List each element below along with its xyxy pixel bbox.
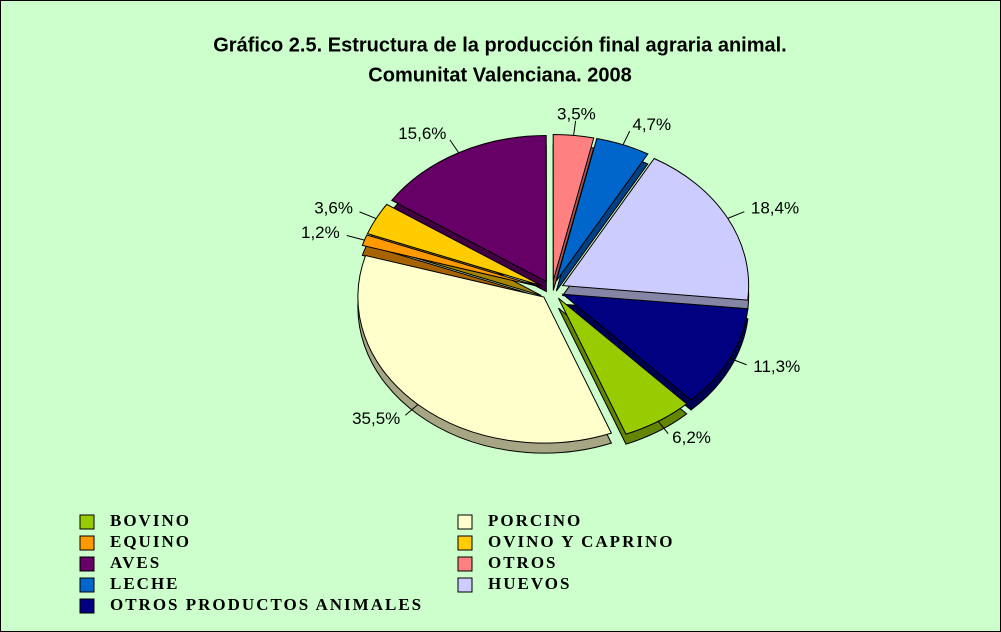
- leader-line: [729, 357, 747, 366]
- pie-slice: [555, 137, 649, 282]
- data-label: 18,4%: [751, 198, 799, 217]
- slice-shade: [362, 244, 541, 297]
- legend-label: HUEVOS: [488, 574, 571, 593]
- data-label: 15,6%: [398, 124, 446, 143]
- legend-label: BOVINO: [110, 511, 191, 530]
- legend-swatch: [457, 535, 473, 551]
- legend-swatch: [79, 535, 95, 551]
- leader-line: [657, 421, 669, 434]
- chart-subtitle: Comunitat Valenciana. 2008: [368, 64, 631, 86]
- legend-swatch: [457, 577, 473, 593]
- legend-label: PORCINO: [488, 511, 582, 530]
- legend-swatch: [457, 556, 473, 572]
- legend-swatch: [79, 514, 95, 530]
- data-label: 4,7%: [632, 115, 671, 134]
- data-label: 3,5%: [557, 104, 596, 123]
- legend-label: OVINO Y CAPRINO: [488, 532, 674, 551]
- pie-slice: [561, 157, 750, 301]
- data-label: 35,5%: [352, 409, 400, 428]
- legend-label: OTROS PRODUCTOS ANIMALES: [110, 595, 423, 614]
- leader-line: [727, 211, 745, 219]
- leader-line: [359, 211, 377, 220]
- chart-title: Gráfico 2.5. Estructura de la producción…: [213, 34, 787, 56]
- leader-line: [622, 130, 631, 145]
- data-label: 11,3%: [753, 357, 800, 376]
- legend-label: EQUINO: [110, 532, 191, 551]
- legend-swatch: [79, 556, 95, 572]
- legend-label: OTROS: [488, 553, 558, 572]
- data-label: 3,6%: [314, 199, 353, 218]
- pie-slice: [557, 297, 688, 435]
- data-label: 1,2%: [301, 223, 340, 242]
- leader-line: [573, 120, 577, 136]
- leader-line: [449, 139, 460, 154]
- data-label: 6,2%: [672, 428, 711, 447]
- legend-swatch: [79, 577, 95, 593]
- leader-line: [405, 404, 419, 416]
- legend-label: AVES: [110, 553, 161, 572]
- pie-slice: [390, 135, 547, 283]
- pie-slice: [357, 254, 613, 444]
- legend-swatch: [457, 514, 473, 530]
- leader-line: [346, 235, 365, 241]
- legend-swatch: [79, 598, 95, 614]
- legend-label: LECHE: [110, 574, 180, 593]
- pie-slice: [361, 234, 541, 288]
